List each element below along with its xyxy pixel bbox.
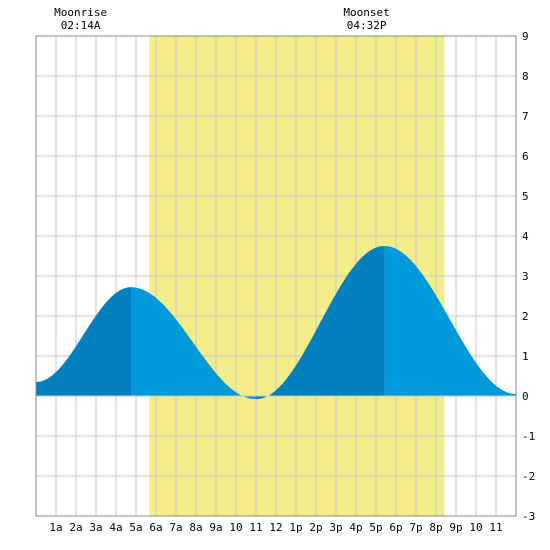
y-tick-label: -2 [522,470,535,483]
x-tick-labels: 1a 2a 3a 4a 5a 6a 7a 8a 9a 10 11 12 1p 2p 3p 4p 5p 6p 7p 8p… [49,521,502,534]
tide-area-falling [384,246,516,396]
x-tick-label: 4p [349,521,362,534]
x-tick-label: 9a [209,521,222,534]
x-tick-label: 3p [329,521,342,534]
x-tick-label: 5p [369,521,382,534]
moon-annotation-time: 02:14A [61,19,101,32]
x-tick-label: 6p [389,521,402,534]
x-tick-label: 8p [429,521,442,534]
x-tick-label: 9p [449,521,462,534]
y-tick-label: 0 [522,390,529,403]
tide-area-layer [36,246,516,400]
moon-annotation-time: 04:32P [347,19,387,32]
moon-annotation-title: Moonset [343,6,389,19]
x-tick-label: 11 [489,521,502,534]
y-tick-label: 9 [522,30,529,43]
x-tick-label: 4a [109,521,122,534]
x-tick-label: 12 [269,521,282,534]
x-tick-label: 7a [169,521,182,534]
x-tick-label: 2a [69,521,82,534]
tide-area-rising [256,246,385,400]
y-tick-label: 2 [522,310,529,323]
moon-annotation-title: Moonrise [54,6,107,19]
x-tick-label: 7p [409,521,422,534]
x-tick-label: 6a [149,521,162,534]
y-tick-label: 6 [522,150,529,163]
y-tick-labels: 9 8 7 6 5 4 3 2 1 0 -1 -2 -3 [522,30,535,523]
y-tick-label: -3 [522,510,535,523]
y-tick-label: 1 [522,350,529,363]
x-tick-label: 1p [289,521,302,534]
x-tick-label: 2p [309,521,322,534]
y-tick-label: 7 [522,110,529,123]
x-tick-label: 3a [89,521,102,534]
y-tick-label: 4 [522,230,529,243]
x-tick-label: 10 [469,521,482,534]
x-tick-label: 10 [229,521,242,534]
y-tick-label: -1 [522,430,535,443]
x-tick-label: 11 [249,521,262,534]
y-tick-label: 5 [522,190,529,203]
x-tick-label: 1a [49,521,62,534]
y-tick-label: 8 [522,70,529,83]
x-tick-label: 8a [189,521,202,534]
y-tick-label: 3 [522,270,529,283]
tide-area-falling [131,287,256,400]
tide-area-rising [36,287,131,396]
plot-frame [35,35,517,517]
x-tick-label: 5a [129,521,142,534]
